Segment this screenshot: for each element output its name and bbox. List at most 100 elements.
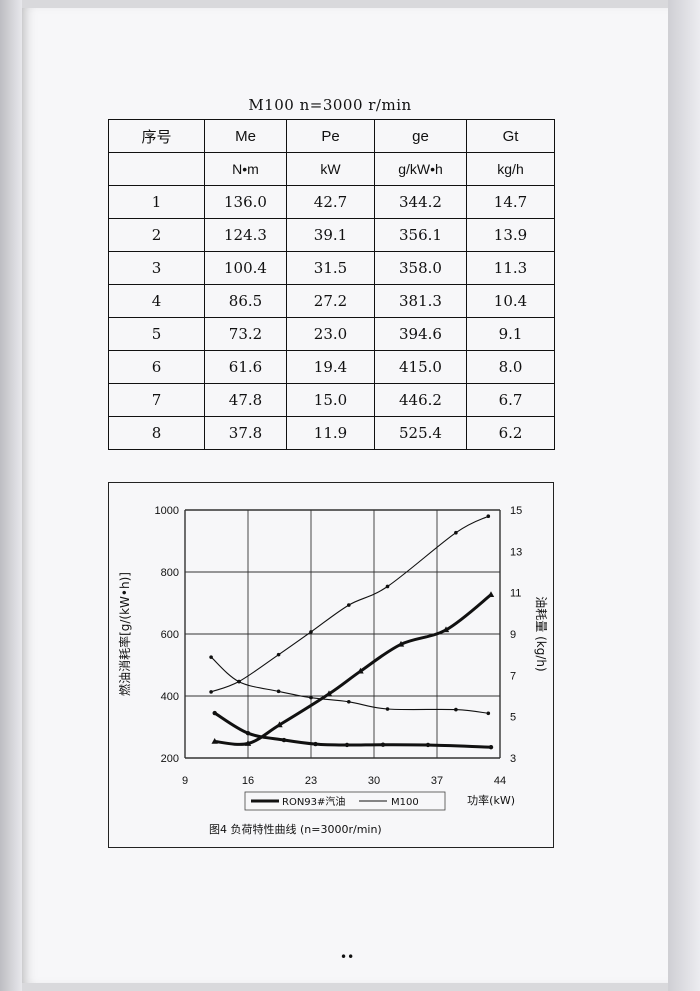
data-point-marker — [244, 740, 252, 746]
data-point-marker — [347, 699, 351, 704]
data-point-marker — [276, 652, 281, 657]
data-point-marker — [425, 742, 431, 748]
data-point-marker — [454, 530, 458, 535]
page-mark: •• — [340, 950, 355, 964]
table-cell: 39.1 — [286, 218, 375, 252]
y-left-axis-title: 燃油消耗率[g/(kW•h)] — [117, 572, 132, 696]
table-cell: 47.8 — [204, 383, 287, 417]
table-row: 5 73.2 23.0 394.6 9.1 — [108, 317, 555, 351]
data-point-marker — [313, 741, 318, 747]
table-cell: 415.0 — [374, 350, 467, 384]
legend-label-m100: M100 — [391, 797, 419, 808]
table-cell: 86.5 — [204, 284, 287, 318]
data-point-marker — [276, 689, 281, 694]
load-characteristic-chart: 9 16 23 30 37 44 200 400 600 800 1000 3 5 7 9 11 13 15 燃油消… — [117, 505, 548, 836]
data-point-marker — [325, 690, 333, 697]
table-row: 8 37.8 11.9 525.4 6.2 — [108, 416, 555, 450]
data-point-marker — [488, 744, 494, 750]
unit-cell: kg/h — [466, 152, 555, 186]
unit-cell: g/kW•h — [374, 152, 467, 186]
y-right-tick-label: 15 — [510, 505, 522, 517]
table-cell: 2 — [108, 218, 205, 252]
data-point-marker — [211, 737, 218, 744]
table-cell: 11.3 — [466, 251, 555, 285]
data-point-marker — [209, 690, 213, 694]
x-tick-label: 23 — [305, 775, 317, 787]
data-point-marker — [385, 584, 390, 589]
unit-cell: kW — [286, 152, 375, 186]
table-header-row: 序号 Me Pe ge Gt — [108, 119, 555, 153]
column-header: ge — [374, 119, 467, 153]
chart-frame: 9 16 23 30 37 44 200 400 600 800 1000 3 5 7 9 11 13 15 燃油消… — [108, 482, 554, 848]
table-cell: 4 — [108, 284, 205, 318]
table-row: 4 86.5 27.2 381.3 10.4 — [108, 284, 555, 318]
x-tick-label: 9 — [182, 775, 188, 787]
y-left-tick-label: 800 — [161, 567, 179, 579]
table-cell: 37.8 — [204, 416, 287, 450]
data-point-marker — [245, 731, 251, 736]
data-point-marker — [347, 603, 351, 607]
series-line-ron93-Gt — [214, 593, 492, 746]
table-cell: 42.7 — [286, 185, 375, 219]
data-point-marker — [281, 737, 287, 743]
data-point-marker — [276, 721, 283, 728]
y-right-axis-title: 油耗量 (kg/h) — [534, 596, 548, 671]
table-cell: 344.2 — [374, 185, 467, 219]
table-cell: 10.4 — [466, 284, 555, 318]
table-cell: 381.3 — [374, 284, 467, 318]
table-cell: 23.0 — [286, 317, 375, 351]
x-axis-title: 功率(kW) — [467, 793, 515, 807]
table-cell: 9.1 — [466, 317, 555, 351]
table-cell: 446.2 — [374, 383, 467, 417]
table-cell: 6.7 — [466, 383, 555, 417]
table-cell: 15.0 — [286, 383, 375, 417]
table-cell: 13.9 — [466, 218, 555, 252]
data-point-marker — [344, 742, 350, 748]
data-point-marker — [309, 630, 313, 634]
y-right-tick-label: 11 — [510, 588, 521, 600]
data-table: 序号 Me Pe ge Gt N•m kW g/kW•h kg/h 1 136.0 42.7 344.2… — [108, 119, 555, 450]
data-point-marker — [209, 655, 213, 659]
data-point-marker — [454, 707, 458, 712]
data-point-marker — [212, 710, 217, 716]
table-cell: 5 — [108, 317, 205, 351]
y-right-tick-label: 7 — [510, 670, 516, 682]
data-point-marker — [486, 711, 491, 716]
table-cell: 11.9 — [286, 416, 375, 450]
unit-cell — [108, 152, 205, 186]
data-point-marker — [380, 742, 386, 747]
series-line-m100-ge — [210, 656, 489, 714]
table-title: M100 n=3000 r/min — [248, 96, 412, 114]
series-line-m100-Gt — [210, 515, 489, 693]
data-point-marker — [237, 679, 241, 684]
page-edge-left — [0, 0, 22, 991]
x-tick-label: 44 — [494, 775, 506, 787]
table-cell: 124.3 — [204, 218, 287, 252]
column-header: Gt — [466, 119, 555, 153]
data-point-marker — [385, 707, 390, 711]
table-cell: 394.6 — [374, 317, 467, 351]
data-point-marker — [309, 695, 313, 700]
x-tick-label: 30 — [368, 775, 380, 787]
y-right-tick-label: 5 — [510, 712, 516, 724]
y-left-tick-label: 400 — [161, 691, 179, 703]
series-line-ron93-ge — [213, 711, 492, 749]
data-point-marker — [357, 667, 364, 674]
table-cell: 73.2 — [204, 317, 287, 351]
table-cell: 525.4 — [374, 416, 467, 450]
table-cell: 1 — [108, 185, 205, 219]
table-cell: 6.2 — [466, 416, 555, 450]
table-unit-row: N•m kW g/kW•h kg/h — [108, 152, 555, 186]
page-edge-right — [668, 0, 700, 991]
column-header: 序号 — [108, 119, 205, 153]
legend-box — [244, 791, 446, 811]
table-cell: 356.1 — [374, 218, 467, 252]
y-left-tick-label: 600 — [161, 629, 179, 641]
column-header: Pe — [286, 119, 375, 153]
x-tick-label: 37 — [431, 775, 443, 787]
table-cell: 27.2 — [286, 284, 375, 318]
legend-label-ron93: RON93#汽油 — [282, 795, 345, 808]
table-cell: 31.5 — [286, 251, 375, 285]
table-row: 1 136.0 42.7 344.2 14.7 — [108, 185, 555, 219]
data-point-marker — [486, 514, 491, 518]
